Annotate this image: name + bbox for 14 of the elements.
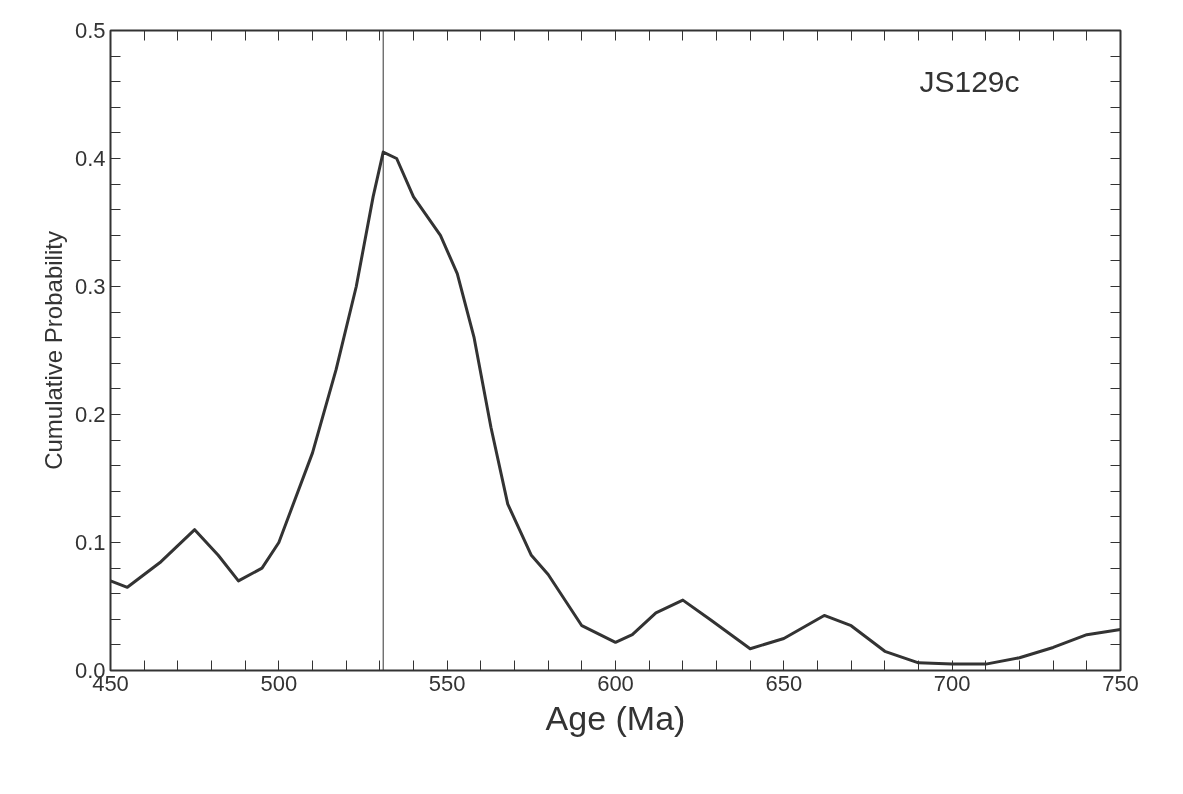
y-tick-label: 0.3 <box>74 274 106 299</box>
x-tick-label: 700 <box>933 670 971 696</box>
x-tick-label: 550 <box>428 670 466 696</box>
x-axis-title: Age (Ma) <box>545 698 686 737</box>
x-tick-label: 600 <box>597 670 634 696</box>
x-tick-label: 500 <box>260 670 298 696</box>
x-tick-label: 750 <box>1102 670 1139 696</box>
y-tick-label: 0.1 <box>74 530 106 555</box>
y-tick-label: 0.5 <box>74 18 106 43</box>
y-tick-label: 0.2 <box>74 402 106 427</box>
y-tick-label: 0.4 <box>74 146 106 171</box>
annotation: JS129c <box>919 65 1020 99</box>
x-tick-label: 650 <box>765 670 803 696</box>
y-axis-title: Cumulative Probability <box>39 231 67 470</box>
